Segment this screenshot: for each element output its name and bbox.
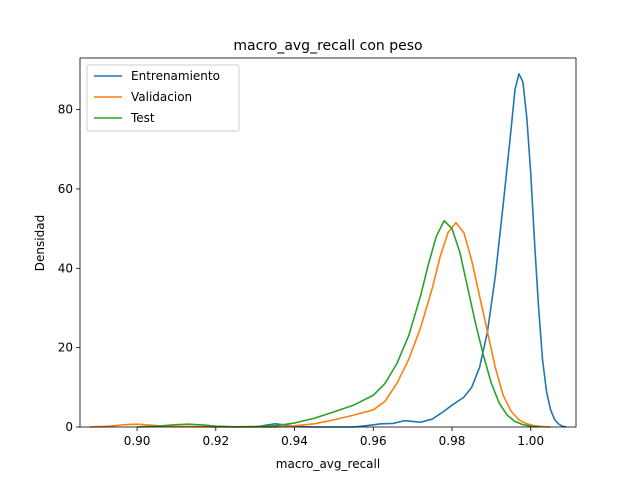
y-tick-label: 80 <box>58 103 73 117</box>
y-tick-label: 40 <box>58 261 73 275</box>
x-tick-label: 0.90 <box>124 434 151 448</box>
plot-frame <box>79 57 577 428</box>
legend-frame <box>86 64 240 132</box>
x-tick-label: 0.92 <box>202 434 229 448</box>
series-line-test <box>137 219 539 428</box>
legend: Entrenamiento Validacion Test <box>86 64 240 132</box>
y-tick-label: 0 <box>65 420 73 434</box>
y-axis-ticks: 0 20 40 60 80 <box>58 103 80 434</box>
legend-label-test: Test <box>130 111 155 125</box>
x-tick-label: 0.96 <box>360 434 387 448</box>
y-tick-label: 60 <box>58 182 73 196</box>
x-axis-label: macro_avg_recall <box>276 457 380 471</box>
x-axis-ticks: 0.90 0.92 0.94 0.96 0.98 1.00 <box>124 427 544 448</box>
y-tick-label: 20 <box>58 341 73 355</box>
x-tick-label: 0.94 <box>281 434 308 448</box>
x-tick-label: 0.98 <box>439 434 466 448</box>
y-axis-label: Densidad <box>33 215 47 271</box>
x-tick-label: 1.00 <box>517 434 544 448</box>
series-line-validacion <box>89 221 551 428</box>
chart-title: macro_avg_recall con peso <box>233 38 422 54</box>
legend-label-entrenamiento: Entrenamiento <box>131 69 220 83</box>
legend-label-validacion: Validacion <box>131 90 192 104</box>
